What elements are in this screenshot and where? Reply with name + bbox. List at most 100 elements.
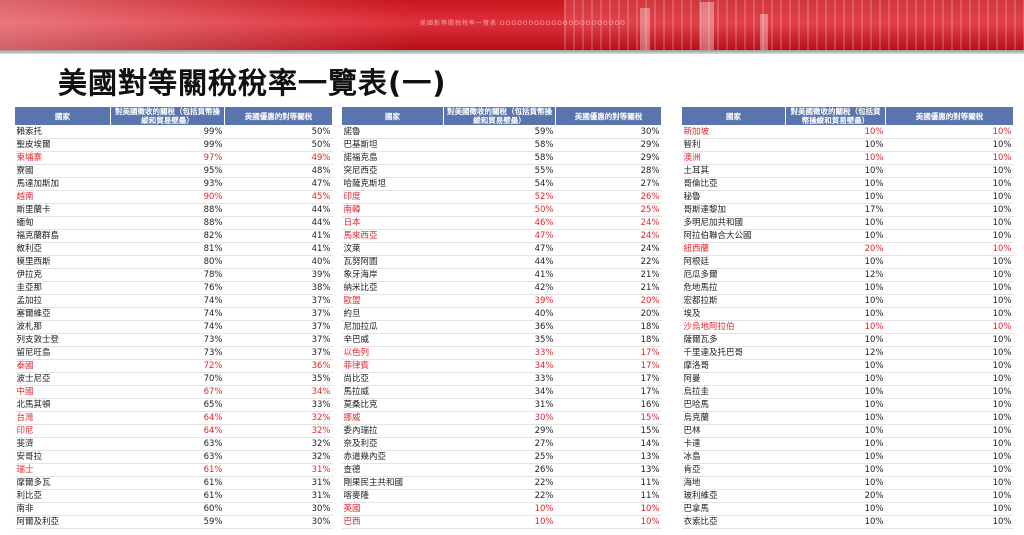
table-row: 波札那 74% 37% (14, 320, 333, 334)
tariff-on-us-cell: 54% (443, 177, 556, 191)
reciprocal-tariff-cell: 30% (555, 125, 662, 139)
table-row: 象牙海岸 41% 21% (341, 268, 662, 282)
header-banner: 美國對等關稅稅率一覽表 OOOOOOOOOOOOOOOOOOOOOO (0, 0, 1024, 50)
tariff-on-us-cell: 39% (443, 294, 556, 308)
table-row: 菲律賓 34% 17% (341, 359, 662, 373)
table-row: 賴索托 99% 50% (14, 125, 333, 139)
country-cell: 巴林 (681, 424, 786, 438)
country-cell: 越南 (14, 190, 111, 204)
reciprocal-tariff-cell: 32% (224, 450, 333, 464)
table-body: 新加坡 10% 10% 智利 10% 10% 澳洲 10% 10% 土耳其 10% 10% 哥倫比亞 10… (681, 125, 1014, 529)
reciprocal-tariff-cell: 10% (885, 268, 1014, 282)
tariff-on-us-cell: 10% (785, 320, 886, 334)
country-cell: 委內瑞拉 (341, 424, 444, 438)
tariff-on-us-cell: 73% (110, 333, 225, 347)
table-row: 多明尼加共和國 10% 10% (681, 216, 1014, 230)
tariff-on-us-cell: 63% (110, 437, 225, 451)
table-row: 瑞士 61% 31% (14, 463, 333, 477)
country-cell: 厄瓜多爾 (681, 268, 786, 282)
banner-fade (0, 0, 420, 50)
country-cell: 圭亞那 (14, 281, 111, 295)
country-cell: 諾福克島 (341, 151, 444, 165)
page-title: 美國對等關稅稅率一覽表(一) (58, 66, 447, 100)
tariff-on-us-cell: 10% (785, 424, 886, 438)
country-cell: 瓦努阿圖 (341, 255, 444, 269)
tariff-on-us-cell: 61% (110, 463, 225, 477)
tariff-on-us-cell: 10% (785, 138, 886, 152)
table-row: 哥倫比亞 10% 10% (681, 177, 1014, 191)
table-row: 卡達 10% 10% (681, 437, 1014, 451)
table-row: 馬拉威 34% 17% (341, 385, 662, 399)
country-cell: 象牙海岸 (341, 268, 444, 282)
reciprocal-tariff-cell: 28% (555, 164, 662, 178)
table-row: 南非 60% 30% (14, 502, 333, 516)
tariff-on-us-cell: 60% (110, 502, 225, 516)
tariff-on-us-cell: 10% (785, 229, 886, 243)
reciprocal-tariff-cell: 44% (224, 216, 333, 230)
reciprocal-tariff-cell: 17% (555, 372, 662, 386)
country-cell: 多明尼加共和國 (681, 216, 786, 230)
country-cell: 日本 (341, 216, 444, 230)
table-row: 哈薩克斯坦 54% 27% (341, 177, 662, 191)
table-row: 泰國 72% 36% (14, 359, 333, 373)
reciprocal-tariff-cell: 41% (224, 242, 333, 256)
country-cell: 阿曼 (681, 372, 786, 386)
reciprocal-tariff-cell: 13% (555, 463, 662, 477)
tariff-on-us-cell: 76% (110, 281, 225, 295)
reciprocal-tariff-cell: 35% (224, 372, 333, 386)
table-row: 澳洲 10% 10% (681, 151, 1014, 165)
tariff-on-us-cell: 78% (110, 268, 225, 282)
reciprocal-tariff-cell: 32% (224, 424, 333, 438)
tariff-on-us-cell: 33% (443, 372, 556, 386)
col-header-reciprocal-tariff: 美國優惠的對等關稅 (224, 106, 333, 126)
table-row: 突尼西亞 55% 28% (341, 164, 662, 178)
tariff-on-us-cell: 10% (785, 515, 886, 529)
table-row: 伊拉克 78% 39% (14, 268, 333, 282)
table-row: 巴西 10% 10% (341, 515, 662, 529)
tariff-on-us-cell: 10% (785, 177, 886, 191)
tariff-on-us-cell: 22% (443, 476, 556, 490)
reciprocal-tariff-cell: 10% (885, 515, 1014, 529)
reciprocal-tariff-cell: 37% (224, 307, 333, 321)
banner-building (760, 14, 768, 50)
tariff-on-us-cell: 10% (785, 255, 886, 269)
reciprocal-tariff-cell: 10% (885, 242, 1014, 256)
table-row: 巴基斯坦 58% 29% (341, 138, 662, 152)
table-row: 寮國 95% 48% (14, 164, 333, 178)
tariff-on-us-cell: 55% (443, 164, 556, 178)
table-row: 巴拿馬 10% 10% (681, 502, 1014, 516)
table-row: 阿曼 10% 10% (681, 372, 1014, 386)
country-cell: 菲律賓 (341, 359, 444, 373)
table-row: 越南 90% 45% (14, 190, 333, 204)
tariff-on-us-cell: 27% (443, 437, 556, 451)
reciprocal-tariff-cell: 10% (885, 125, 1014, 139)
reciprocal-tariff-cell: 24% (555, 216, 662, 230)
col-header-country: 國家 (14, 106, 111, 126)
table-row: 委內瑞拉 29% 15% (341, 424, 662, 438)
table-row: 查德 26% 13% (341, 463, 662, 477)
country-cell: 紐西蘭 (681, 242, 786, 256)
country-cell: 冰島 (681, 450, 786, 464)
table-row: 中國 67% 34% (14, 385, 333, 399)
table-row: 摩洛哥 10% 10% (681, 359, 1014, 373)
tariff-on-us-cell: 29% (443, 424, 556, 438)
reciprocal-tariff-cell: 20% (555, 307, 662, 321)
table-row: 薩爾瓦多 10% 10% (681, 333, 1014, 347)
tariff-on-us-cell: 12% (785, 268, 886, 282)
tariff-on-us-cell: 10% (785, 398, 886, 412)
table-row: 馬來西亞 47% 24% (341, 229, 662, 243)
tariff-on-us-cell: 47% (443, 242, 556, 256)
table-row: 肯亞 10% 10% (681, 463, 1014, 477)
reciprocal-tariff-cell: 11% (555, 489, 662, 503)
tariff-on-us-cell: 10% (443, 502, 556, 516)
reciprocal-tariff-cell: 17% (555, 359, 662, 373)
table-row: 辛巴威 35% 18% (341, 333, 662, 347)
table-row: 厄瓜多爾 12% 10% (681, 268, 1014, 282)
reciprocal-tariff-cell: 30% (224, 515, 333, 529)
tariff-on-us-cell: 74% (110, 294, 225, 308)
reciprocal-tariff-cell: 27% (555, 177, 662, 191)
table-row: 北馬其頓 65% 33% (14, 398, 333, 412)
table-row: 斐濟 63% 32% (14, 437, 333, 451)
reciprocal-tariff-cell: 17% (555, 346, 662, 360)
table-row: 剛果民主共和國 22% 11% (341, 476, 662, 490)
